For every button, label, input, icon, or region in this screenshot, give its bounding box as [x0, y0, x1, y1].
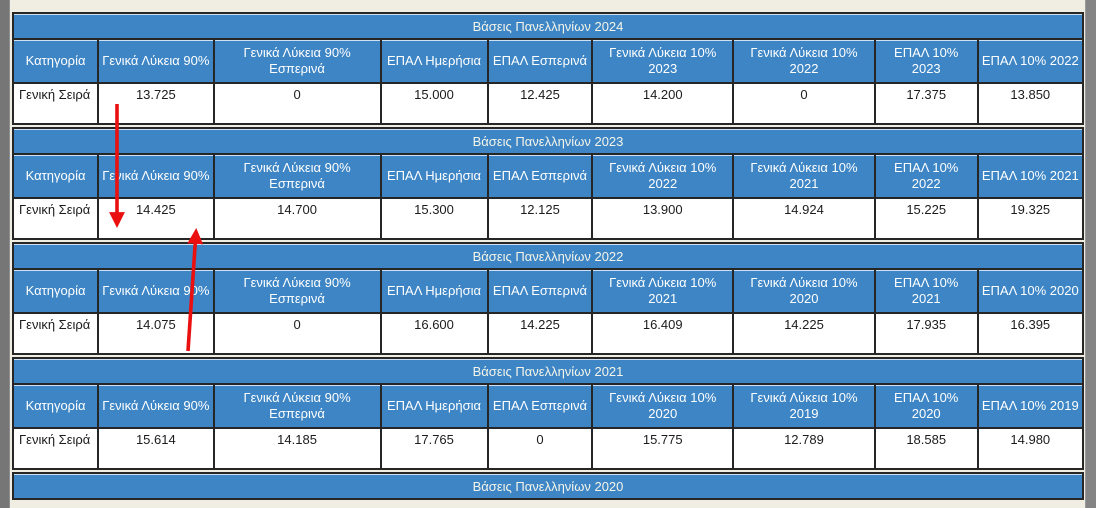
column-header: Γενικά Λύκεια 10% 2019 [732, 383, 876, 429]
column-header: ΕΠΑΛ Εσπερινά [486, 153, 594, 199]
value-cell: 0 [486, 427, 594, 470]
scores-table-2023: Βάσεις Πανελληνίων 2023 Κατηγορία Γενικά… [11, 127, 1085, 240]
value-cell: 12.789 [732, 427, 876, 470]
value-cell: 12.425 [486, 82, 594, 125]
scrollbar-track[interactable] [1085, 0, 1096, 508]
table-title: Βάσεις Πανελληνίων 2021 [12, 357, 1084, 385]
value-cell: 0 [732, 82, 876, 125]
value-cell: 0 [212, 312, 382, 355]
data-row: Γενική Σειρά 15.614 14.185 17.765 0 15.7… [11, 427, 1085, 470]
value-cell: 15.000 [379, 82, 489, 125]
column-header: Γενικά Λύκεια 90% [97, 153, 215, 199]
column-header: Γενικά Λύκεια 90% Εσπερινά [212, 383, 382, 429]
value-cell: 14.075 [97, 312, 215, 355]
value-cell: 15.300 [379, 197, 489, 240]
data-row: Γενική Σειρά 14.425 14.700 15.300 12.125… [11, 197, 1085, 240]
value-cell: 14.225 [732, 312, 876, 355]
value-cell: 16.395 [976, 312, 1085, 355]
scores-table-2020: Βάσεις Πανελληνίων 2020 [12, 472, 1084, 500]
data-row: Γενική Σειρά 14.075 0 16.600 14.225 16.4… [11, 312, 1085, 355]
column-header-category: Κατηγορία [11, 268, 100, 314]
column-header: ΕΠΑΛ 10% 2023 [873, 38, 979, 84]
column-header: Γενικά Λύκεια 10% 2020 [732, 268, 876, 314]
column-header: ΕΠΑΛ 10% 2020 [976, 268, 1085, 314]
scores-table-2021: Βάσεις Πανελληνίων 2021 Κατηγορία Γενικά… [11, 357, 1085, 470]
row-label: Γενική Σειρά [11, 312, 100, 355]
column-header: ΕΠΑΛ Ημερήσια [379, 383, 489, 429]
value-cell: 14.185 [212, 427, 382, 470]
column-header: ΕΠΑΛ Εσπερινά [486, 383, 594, 429]
value-cell: 14.700 [212, 197, 382, 240]
row-label: Γενική Σειρά [11, 427, 100, 470]
value-cell: 14.225 [486, 312, 594, 355]
column-header: ΕΠΑΛ 10% 2021 [873, 268, 979, 314]
value-cell: 12.125 [486, 197, 594, 240]
column-header: ΕΠΑΛ 10% 2021 [976, 153, 1085, 199]
column-header: Γενικά Λύκεια 90% [97, 383, 215, 429]
table-title: Βάσεις Πανελληνίων 2023 [12, 127, 1084, 155]
column-header: ΕΠΑΛ 10% 2022 [873, 153, 979, 199]
value-cell: 16.409 [591, 312, 735, 355]
column-header: Γενικά Λύκεια 90% Εσπερινά [212, 38, 382, 84]
results-area: Βάσεις Πανελληνίων 2024 Κατηγορία Γενικά… [11, 12, 1085, 502]
value-cell: 15.775 [591, 427, 735, 470]
header-row: Κατηγορία Γενικά Λύκεια 90% Γενικά Λύκει… [11, 38, 1085, 84]
column-header: Γενικά Λύκεια 10% 2022 [732, 38, 876, 84]
table-title: Βάσεις Πανελληνίων 2020 [12, 472, 1084, 500]
column-header: ΕΠΑΛ Ημερήσια [379, 153, 489, 199]
value-cell: 17.935 [873, 312, 979, 355]
row-label: Γενική Σειρά [11, 82, 100, 125]
value-cell: 13.900 [591, 197, 735, 240]
value-cell: 14.425 [97, 197, 215, 240]
value-cell: 15.225 [873, 197, 979, 240]
column-header: Γενικά Λύκεια 90% Εσπερινά [212, 268, 382, 314]
header-row: Κατηγορία Γενικά Λύκεια 90% Γενικά Λύκει… [11, 383, 1085, 429]
value-cell: 0 [212, 82, 382, 125]
value-cell: 17.765 [379, 427, 489, 470]
column-header: Γενικά Λύκεια 10% 2023 [591, 38, 735, 84]
value-cell: 14.980 [976, 427, 1085, 470]
value-cell: 16.600 [379, 312, 489, 355]
scores-table-2022: Βάσεις Πανελληνίων 2022 Κατηγορία Γενικά… [11, 242, 1085, 355]
left-window-edge [0, 0, 10, 508]
value-cell: 17.375 [873, 82, 979, 125]
header-row: Κατηγορία Γενικά Λύκεια 90% Γενικά Λύκει… [11, 153, 1085, 199]
column-header: ΕΠΑΛ 10% 2019 [976, 383, 1085, 429]
column-header: ΕΠΑΛ Ημερήσια [379, 268, 489, 314]
column-header: Γενικά Λύκεια 10% 2022 [591, 153, 735, 199]
column-header: ΕΠΑΛ Εσπερινά [486, 268, 594, 314]
data-row: Γενική Σειρά 13.725 0 15.000 12.425 14.2… [11, 82, 1085, 125]
column-header: ΕΠΑΛ Ημερήσια [379, 38, 489, 84]
table-title: Βάσεις Πανελληνίων 2024 [12, 12, 1084, 40]
value-cell: 18.585 [873, 427, 979, 470]
column-header: Γενικά Λύκεια 10% 2021 [732, 153, 876, 199]
column-header: Γενικά Λύκεια 90% Εσπερινά [212, 153, 382, 199]
column-header-category: Κατηγορία [11, 153, 100, 199]
column-header: Γενικά Λύκεια 90% [97, 38, 215, 84]
column-header: ΕΠΑΛ Εσπερινά [486, 38, 594, 84]
value-cell: 14.200 [591, 82, 735, 125]
column-header: Γενικά Λύκεια 90% [97, 268, 215, 314]
column-header-category: Κατηγορία [11, 38, 100, 84]
row-label: Γενική Σειρά [11, 197, 100, 240]
value-cell: 19.325 [976, 197, 1085, 240]
column-header: ΕΠΑΛ 10% 2020 [873, 383, 979, 429]
value-cell: 13.850 [976, 82, 1085, 125]
header-row: Κατηγορία Γενικά Λύκεια 90% Γενικά Λύκει… [11, 268, 1085, 314]
column-header: ΕΠΑΛ 10% 2022 [976, 38, 1085, 84]
scores-table-2024: Βάσεις Πανελληνίων 2024 Κατηγορία Γενικά… [11, 12, 1085, 125]
column-header-category: Κατηγορία [11, 383, 100, 429]
value-cell: 13.725 [97, 82, 215, 125]
value-cell: 15.614 [97, 427, 215, 470]
column-header: Γενικά Λύκεια 10% 2020 [591, 383, 735, 429]
value-cell: 14.924 [732, 197, 876, 240]
table-title: Βάσεις Πανελληνίων 2022 [12, 242, 1084, 270]
column-header: Γενικά Λύκεια 10% 2021 [591, 268, 735, 314]
